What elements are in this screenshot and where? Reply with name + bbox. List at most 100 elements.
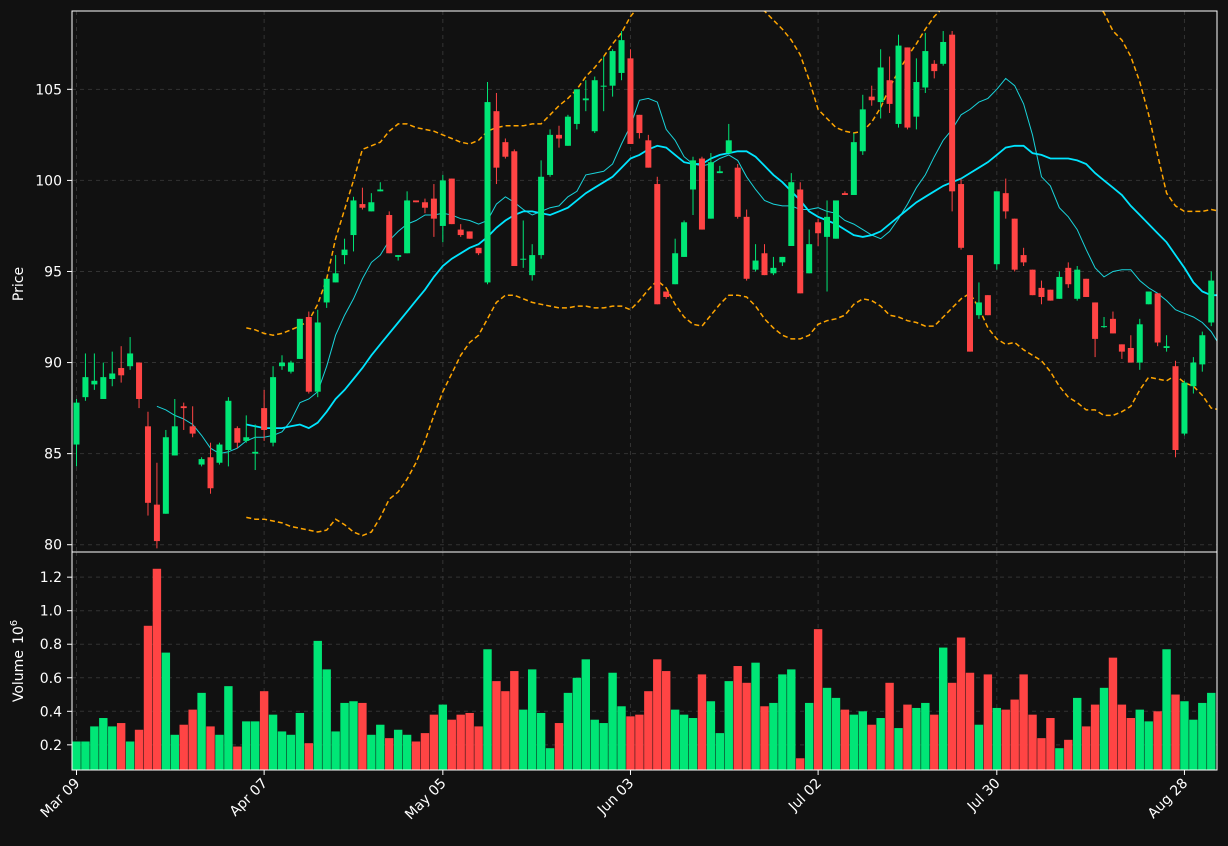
- candle-body-up: [296, 318, 303, 359]
- volume-bar: [992, 707, 1002, 770]
- candle-body-up: [279, 362, 286, 367]
- candle-body-down: [153, 504, 160, 542]
- candle-body-up: [171, 426, 178, 456]
- volume-bar: [1046, 718, 1055, 770]
- volume-bar: [697, 674, 707, 770]
- candle-body-up: [707, 162, 714, 219]
- volume-bar: [322, 669, 331, 770]
- volume-bar: [268, 714, 278, 770]
- volume-bar: [572, 677, 582, 770]
- price-panel: 80 85 90 95 100 105 Price: [11, 10, 1218, 554]
- volume-bar: [1207, 692, 1216, 770]
- volume-bar: [510, 671, 519, 770]
- candle-body-down: [1047, 289, 1054, 301]
- slow-moving-average-line: [246, 144, 1217, 430]
- volume-bar: [420, 733, 430, 770]
- volume-bar: [1198, 702, 1207, 770]
- candle-body-up: [940, 41, 947, 64]
- volume-bar: [662, 671, 671, 770]
- volume-bar: [224, 686, 233, 770]
- volume-tick-label: 0.6: [40, 671, 62, 687]
- candle-body-down: [466, 231, 473, 239]
- candle-body-down: [663, 291, 670, 297]
- volume-bar: [465, 712, 474, 770]
- candle-body-up: [538, 176, 545, 256]
- volume-bar: [965, 672, 975, 770]
- volume-bar: [286, 734, 296, 770]
- candle-body-down: [1083, 278, 1090, 297]
- candle-body-up: [1101, 326, 1108, 328]
- volume-bar: [99, 718, 108, 770]
- volume-bar: [1153, 711, 1162, 770]
- volume-bar: [938, 647, 948, 770]
- volume-bar: [563, 692, 573, 770]
- volume-bar: [947, 682, 957, 770]
- bollinger-bands: [246, 11, 1217, 537]
- volume-bar: [581, 659, 590, 770]
- candle-body-down: [1109, 318, 1116, 334]
- candle-body-down: [448, 178, 455, 225]
- volume-bar: [1144, 721, 1153, 770]
- candle-body-up: [323, 278, 330, 303]
- volume-tick-label: 0.8: [40, 637, 62, 653]
- candle-body-up: [582, 98, 589, 101]
- candle-body-down: [886, 80, 893, 104]
- volume-bar: [90, 726, 99, 770]
- candle-body-down: [1127, 347, 1134, 363]
- volume-bar: [1001, 709, 1010, 770]
- candle-body-up: [162, 437, 169, 514]
- volume-bar: [251, 721, 260, 770]
- candle-body-up: [779, 256, 786, 263]
- candle-body-down: [958, 184, 965, 248]
- candle-body-down: [1118, 344, 1125, 352]
- candle-body-up: [770, 267, 777, 274]
- candle-body-up: [1074, 269, 1081, 299]
- candle-body-up: [484, 102, 491, 283]
- volume-bar: [1189, 719, 1198, 770]
- volume-bar: [1108, 657, 1118, 770]
- candle-body-up: [877, 67, 884, 103]
- price-axis-label: Price: [11, 267, 27, 301]
- candle-body-down: [234, 428, 241, 443]
- candle-body-down: [627, 58, 634, 144]
- candle-body-down: [654, 184, 661, 305]
- candle-body-down: [931, 63, 938, 72]
- volume-bar: [108, 726, 117, 770]
- candle-body-up: [73, 402, 80, 445]
- volume-bar: [974, 724, 984, 770]
- volume-bar: [742, 682, 751, 770]
- candle-body-down: [261, 408, 268, 430]
- volume-bar: [125, 741, 135, 770]
- candle-body-down: [734, 167, 741, 217]
- volume-bar: [1126, 718, 1136, 770]
- volume-axis-label-base: 10: [11, 626, 27, 644]
- volume-bar: [116, 723, 126, 770]
- volume-bar: [429, 714, 439, 770]
- volume-bar: [1028, 714, 1037, 770]
- volume-bar: [715, 733, 725, 770]
- volume-bar: [599, 723, 608, 770]
- candle-body-up: [216, 444, 223, 463]
- candle-body-down: [904, 47, 911, 128]
- candle-body-up: [198, 459, 205, 465]
- volume-bar: [1073, 697, 1082, 770]
- volume-bar: [617, 706, 626, 770]
- volume-bar: [822, 687, 832, 770]
- candle-body-down: [493, 111, 500, 168]
- candle-body-up: [270, 377, 277, 443]
- candle-body-down: [457, 229, 464, 236]
- candle-body-up: [690, 160, 697, 190]
- volume-bar: [447, 719, 456, 770]
- candle-body-down: [386, 215, 393, 254]
- candle-body-up: [109, 373, 116, 379]
- candle-body-up: [564, 116, 571, 146]
- volume-bar: [438, 704, 448, 770]
- candle-body-up: [788, 182, 795, 246]
- volume-bar: [411, 741, 421, 770]
- volume-bar: [787, 669, 796, 770]
- candle-body-down: [698, 158, 705, 230]
- volume-bar: [778, 674, 787, 770]
- volume-bar: [1064, 739, 1073, 770]
- candle-body-down: [1092, 302, 1099, 339]
- volume-bar: [358, 702, 367, 770]
